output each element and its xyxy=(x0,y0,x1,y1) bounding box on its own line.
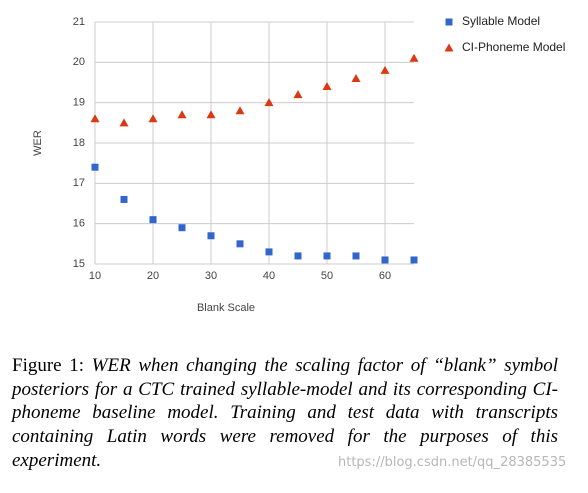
triangle-marker xyxy=(119,118,129,127)
triangle-marker xyxy=(206,110,216,119)
triangle-marker xyxy=(264,98,274,107)
triangle-marker xyxy=(148,114,158,123)
legend-label: Syllable Model xyxy=(462,14,540,28)
triangle-marker xyxy=(90,114,100,123)
triangle-marker xyxy=(444,43,454,52)
chart: WER Blank Scale 15 16 17 18 19 20 21 10 20 30 40 50… xyxy=(32,14,565,314)
x-tick-label: 40 xyxy=(263,270,275,282)
y-tick-label: 15 xyxy=(73,258,85,270)
caption: Figure 1: WER when changing the scaling … xyxy=(12,354,558,473)
x-tick-label: 50 xyxy=(321,270,333,282)
x-tick-label: 20 xyxy=(147,270,159,282)
square-marker xyxy=(323,252,331,260)
triangle-marker xyxy=(235,106,245,115)
triangle-marker xyxy=(177,110,187,119)
watermark: https://blog.csdn.net/qq_28385535 xyxy=(338,455,567,470)
triangle-marker xyxy=(351,73,361,82)
caption-label: Figure 1: xyxy=(12,355,85,376)
y-tick-label: 20 xyxy=(73,56,85,68)
triangle-marker xyxy=(409,53,419,62)
y-axis-label: WER xyxy=(32,130,44,156)
square-marker xyxy=(294,252,302,260)
x-tick-label: 10 xyxy=(89,270,101,282)
x-axis-label: Blank Scale xyxy=(197,302,255,314)
caption-text: WER when changing the scaling factor of … xyxy=(12,355,559,471)
x-tick-label: 30 xyxy=(205,270,217,282)
triangle-marker xyxy=(322,82,332,91)
square-marker xyxy=(120,195,128,203)
x-tick-label: 60 xyxy=(379,270,391,282)
y-tick-label: 21 xyxy=(73,16,85,28)
square-marker xyxy=(236,240,244,248)
square-marker xyxy=(445,18,453,26)
square-marker xyxy=(91,163,99,171)
y-tick-label: 17 xyxy=(73,177,85,189)
square-marker xyxy=(207,232,215,240)
square-marker xyxy=(265,248,273,256)
y-tick-label: 16 xyxy=(73,218,85,230)
square-marker xyxy=(178,224,186,232)
legend-label: CI-Phoneme Model xyxy=(462,40,565,54)
square-marker xyxy=(149,216,157,224)
square-marker xyxy=(352,252,360,260)
triangle-marker xyxy=(293,90,303,99)
square-marker xyxy=(410,256,418,264)
square-marker xyxy=(381,256,389,264)
y-tick-label: 18 xyxy=(73,137,85,149)
triangle-marker xyxy=(380,65,390,74)
y-tick-label: 19 xyxy=(73,97,85,109)
